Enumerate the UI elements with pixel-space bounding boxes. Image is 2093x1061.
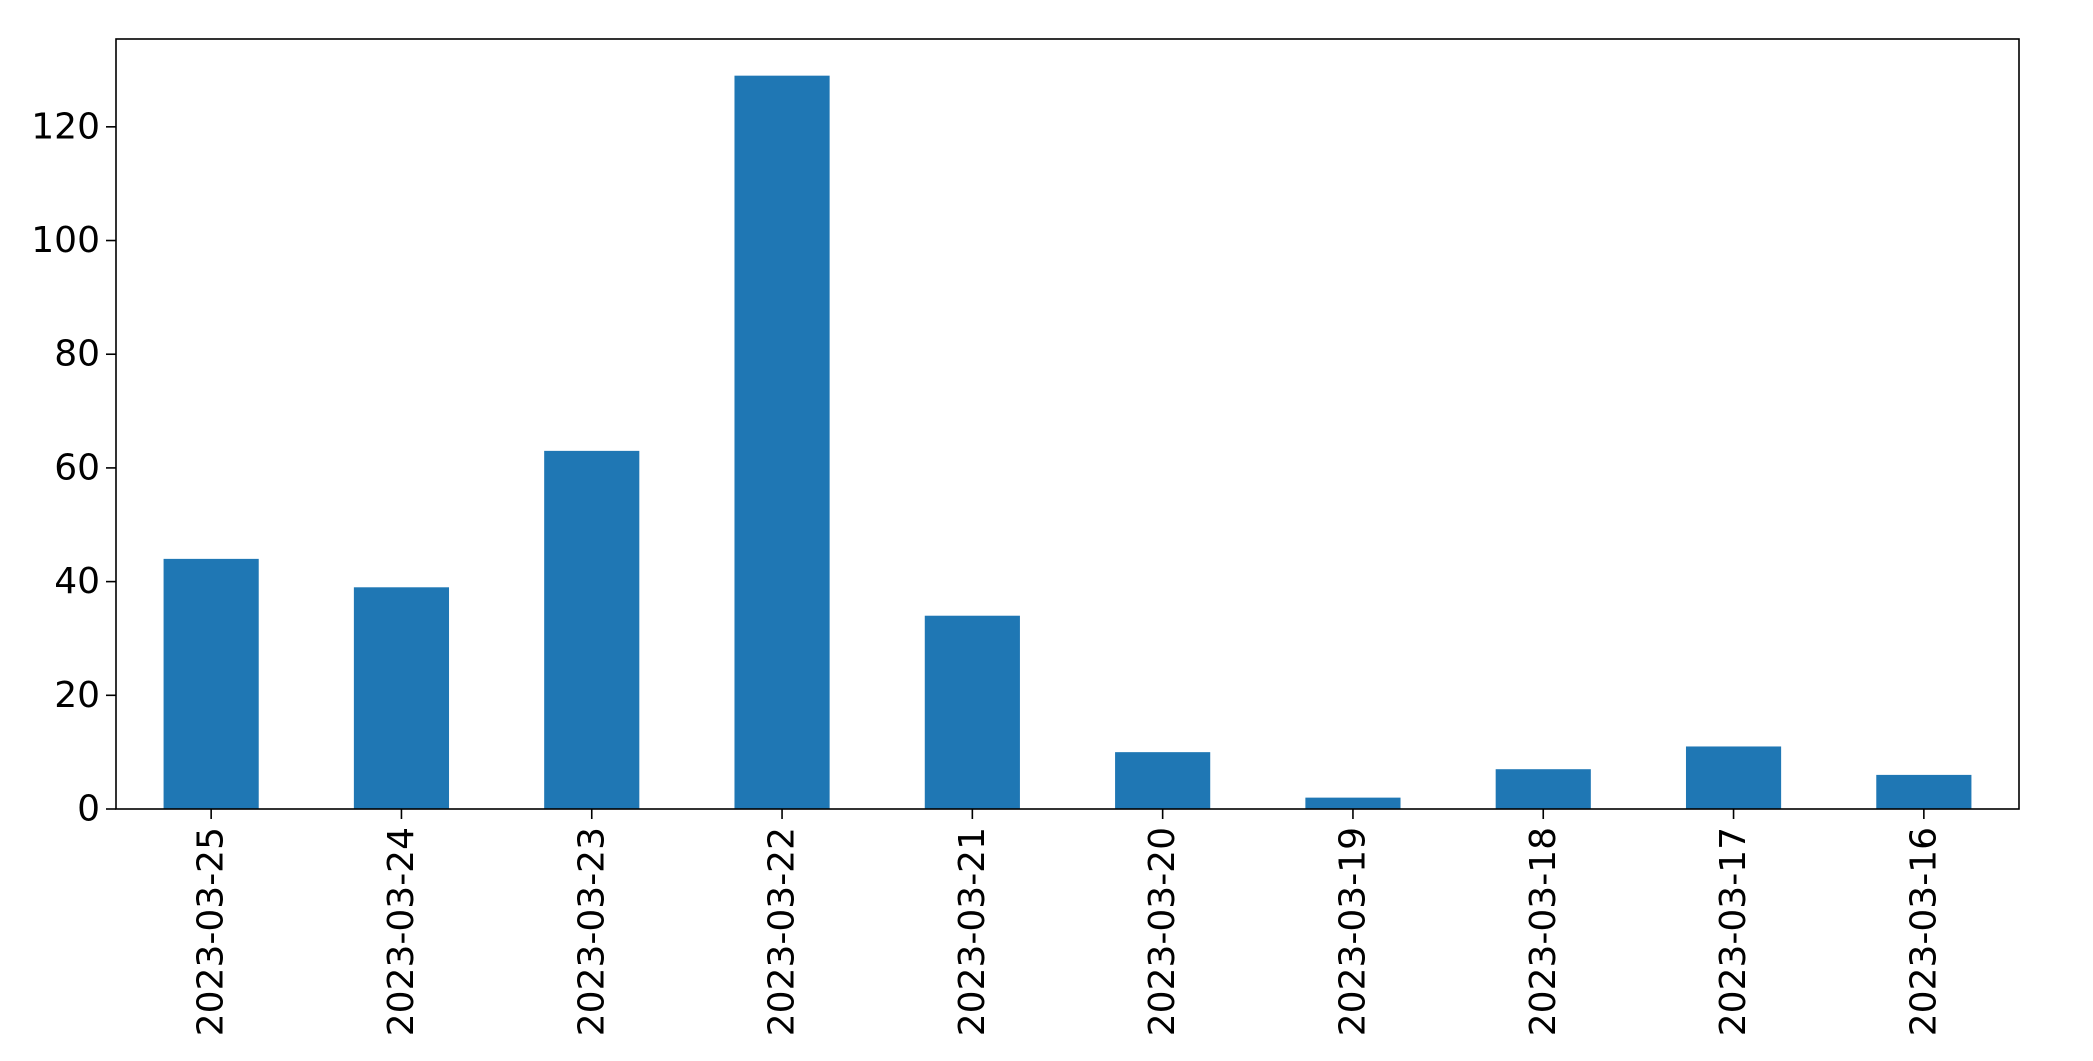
y-tick-label: 40 <box>54 561 100 602</box>
y-tick-label: 20 <box>54 675 100 716</box>
x-axis: 2023-03-25 2023-03-24 2023-03-23 2023-03-22… <box>191 809 1944 1036</box>
bars-group <box>163 75 1972 809</box>
bar-2023-03-25 <box>163 558 259 809</box>
x-tick-label: 2023-03-18 <box>1523 827 1564 1036</box>
bar-2023-03-18 <box>1495 769 1591 809</box>
y-tick-label: 60 <box>54 447 100 488</box>
x-tick-label: 2023-03-21 <box>952 827 993 1036</box>
bar-2023-03-17 <box>1685 746 1782 809</box>
bar-2023-03-22 <box>734 75 830 809</box>
bar-2023-03-20 <box>1115 752 1211 809</box>
x-tick-label: 2023-03-23 <box>571 827 612 1036</box>
x-tick-label: 2023-03-16 <box>1903 827 1944 1036</box>
y-tick-label: 80 <box>54 334 100 375</box>
y-axis: 0 20 40 60 80 100 120 <box>31 106 116 830</box>
x-tick-label: 2023-03-17 <box>1713 827 1754 1036</box>
bar-2023-03-23 <box>544 450 640 809</box>
x-tick-label: 2023-03-22 <box>762 827 803 1036</box>
bar-2023-03-19 <box>1305 797 1401 809</box>
bar-2023-03-16 <box>1876 774 1972 809</box>
bar-2023-03-21 <box>924 615 1020 809</box>
x-tick-label: 2023-03-20 <box>1142 827 1183 1036</box>
bar-2023-03-24 <box>353 587 450 809</box>
y-tick-label: 0 <box>77 789 100 830</box>
x-tick-label: 2023-03-24 <box>381 827 422 1036</box>
y-tick-label: 120 <box>31 106 100 147</box>
plot-frame <box>115 38 2020 810</box>
y-tick-label: 100 <box>31 220 100 261</box>
x-tick-label: 2023-03-25 <box>191 827 232 1036</box>
x-tick-label: 2023-03-19 <box>1332 827 1373 1036</box>
